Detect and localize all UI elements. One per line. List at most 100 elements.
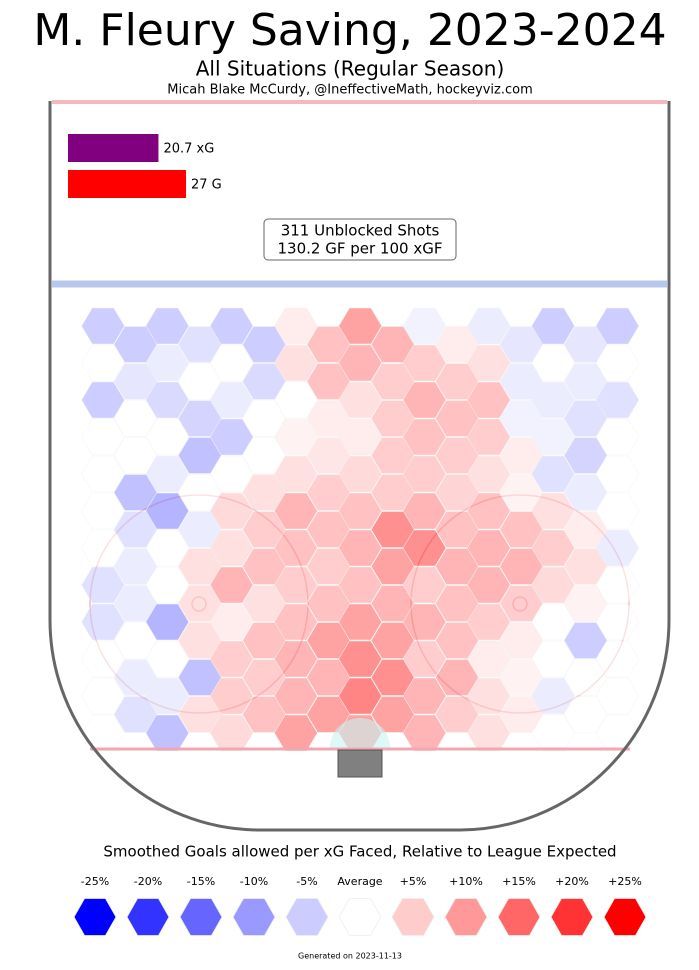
legend-hex bbox=[550, 898, 594, 936]
hex bbox=[81, 640, 125, 678]
hex bbox=[274, 714, 318, 752]
hex bbox=[466, 714, 511, 752]
hex bbox=[177, 548, 222, 585]
hex bbox=[531, 714, 575, 752]
hex bbox=[306, 474, 351, 511]
legend-label: +20% bbox=[555, 875, 589, 888]
legend-hex bbox=[73, 898, 117, 936]
footer: Generated on 2023-11-13 bbox=[298, 952, 402, 961]
hex bbox=[306, 696, 351, 733]
hex bbox=[370, 511, 415, 548]
hex bbox=[177, 474, 222, 511]
hex bbox=[242, 585, 286, 622]
legend-hex bbox=[444, 898, 488, 936]
hex bbox=[177, 696, 222, 733]
hex bbox=[435, 511, 479, 548]
hex bbox=[370, 400, 415, 437]
hex bbox=[242, 548, 286, 585]
legend-label: -20% bbox=[134, 875, 162, 888]
hex bbox=[145, 714, 190, 752]
hex bbox=[435, 622, 479, 659]
hex bbox=[177, 363, 222, 400]
hex bbox=[81, 529, 125, 567]
hex bbox=[435, 696, 479, 733]
hex bbox=[242, 696, 286, 733]
hex bbox=[435, 326, 479, 363]
hex bbox=[435, 659, 479, 696]
hex bbox=[242, 400, 286, 437]
hex bbox=[370, 437, 415, 474]
hex bbox=[209, 714, 254, 752]
hex bbox=[435, 585, 479, 622]
hex bbox=[113, 548, 158, 585]
hex bbox=[177, 437, 222, 474]
hex bbox=[177, 326, 222, 363]
hex bbox=[435, 437, 479, 474]
hex bbox=[113, 696, 158, 733]
hex bbox=[402, 714, 447, 752]
hex bbox=[370, 326, 415, 363]
hex bbox=[306, 585, 351, 622]
hex bbox=[370, 474, 415, 511]
hex bbox=[435, 474, 479, 511]
hex bbox=[242, 437, 286, 474]
net bbox=[337, 749, 383, 778]
hex bbox=[113, 659, 158, 696]
hex bbox=[499, 474, 544, 511]
legend-hex bbox=[603, 898, 647, 936]
hex bbox=[563, 696, 608, 733]
hex bbox=[306, 511, 351, 548]
hex bbox=[81, 677, 125, 715]
hex bbox=[306, 622, 351, 659]
hex bbox=[81, 418, 125, 456]
hex bbox=[499, 511, 544, 548]
hex bbox=[177, 622, 222, 659]
hex bbox=[499, 400, 544, 437]
legend-label: +15% bbox=[502, 875, 536, 888]
hex bbox=[563, 659, 608, 696]
legend-label: +25% bbox=[608, 875, 642, 888]
hex bbox=[177, 511, 222, 548]
hex bbox=[563, 437, 608, 474]
legend-label: Average bbox=[337, 875, 382, 888]
legend-hex bbox=[126, 898, 170, 936]
chart-title: M. Fleury Saving, 2023-2024 bbox=[33, 5, 666, 56]
legend-label: -5% bbox=[296, 875, 317, 888]
summary-line: 311 Unblocked Shots bbox=[281, 222, 440, 240]
hex bbox=[306, 363, 351, 400]
hex bbox=[563, 400, 608, 437]
legend-title: Smoothed Goals allowed per xG Faced, Rel… bbox=[103, 843, 616, 861]
crease bbox=[330, 718, 390, 748]
hex bbox=[499, 659, 544, 696]
hex bbox=[177, 585, 222, 622]
hex bbox=[306, 548, 351, 585]
hex bbox=[563, 622, 608, 659]
hex bbox=[499, 696, 544, 733]
hex bbox=[81, 455, 125, 493]
hex bbox=[81, 566, 125, 604]
bar bbox=[68, 170, 186, 198]
summary-box bbox=[263, 218, 457, 261]
hex bbox=[113, 437, 158, 474]
hex bbox=[435, 548, 479, 585]
bar bbox=[68, 134, 159, 162]
chart-subtitle: All Situations (Regular Season) bbox=[196, 57, 505, 81]
hex bbox=[242, 659, 286, 696]
legend-label: -25% bbox=[81, 875, 109, 888]
summary-line: 130.2 GF per 100 xGF bbox=[278, 240, 443, 258]
hex bbox=[242, 326, 286, 363]
hex-layer bbox=[81, 307, 640, 752]
hex bbox=[563, 326, 608, 363]
author: Micah Blake McCurdy, @IneffectiveMath, h… bbox=[167, 83, 533, 98]
hex bbox=[563, 474, 608, 511]
hex bbox=[81, 307, 125, 345]
legend-hex bbox=[232, 898, 276, 936]
hex bbox=[370, 585, 415, 622]
hex bbox=[113, 326, 158, 363]
hex bbox=[563, 548, 608, 585]
hex bbox=[435, 400, 479, 437]
hex bbox=[81, 381, 125, 419]
hex bbox=[499, 548, 544, 585]
hex bbox=[370, 363, 415, 400]
hex bbox=[306, 659, 351, 696]
